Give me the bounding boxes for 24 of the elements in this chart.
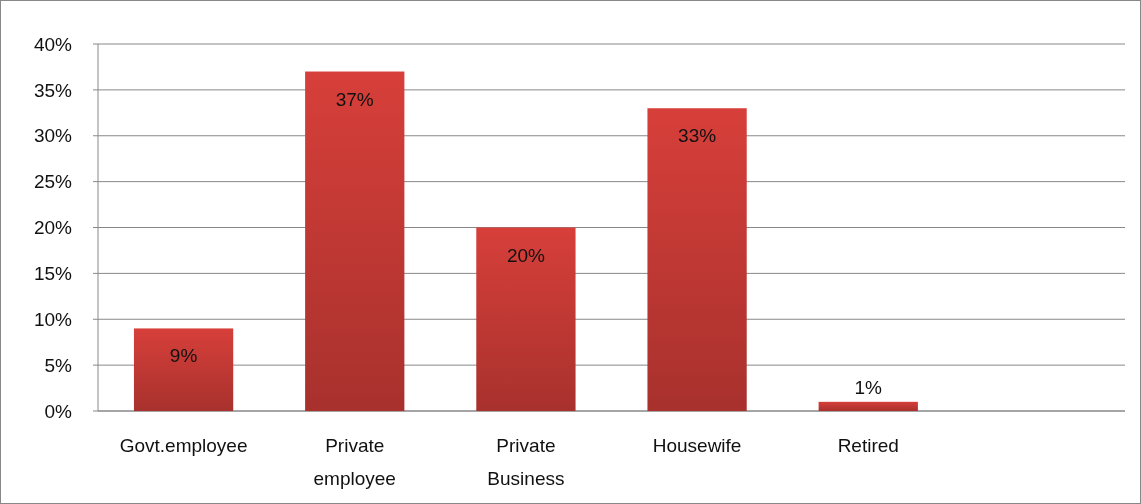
y-tick-label: 20% [33,217,73,239]
y-tick-label: 0% [44,400,73,422]
bar [476,227,576,411]
data-label: 1% [854,376,883,398]
x-tick-label: Retired [837,435,899,456]
bar [305,71,405,411]
bar [647,108,747,411]
bar [133,328,234,411]
x-tick-label: Private Business [487,435,565,489]
data-label: 33% [678,125,717,147]
y-tick-label: 25% [33,171,73,193]
bar [818,401,918,411]
y-tick-label: 15% [33,263,73,285]
y-tick-label: 40% [33,33,73,55]
x-tick-label: Private employee [313,435,396,489]
data-label: 37% [335,88,374,110]
data-label: 20% [506,244,546,266]
data-label: 9% [169,345,198,367]
y-tick-label: 5% [44,354,73,376]
y-tick-label: 35% [33,79,73,101]
x-tick-label: Housewife [652,435,742,456]
y-tick-label: 10% [33,308,73,330]
y-tick-label: 30% [33,125,73,147]
x-tick-label: Govt.employee [119,435,248,456]
